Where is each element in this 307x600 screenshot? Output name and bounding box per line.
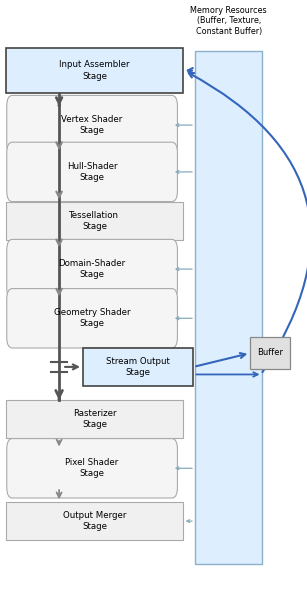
Text: Vertex Shader
Stage: Vertex Shader Stage xyxy=(61,115,123,135)
FancyBboxPatch shape xyxy=(7,142,177,202)
Text: Buffer: Buffer xyxy=(257,348,283,357)
Text: Hull-Shader
Stage: Hull-Shader Stage xyxy=(67,162,117,182)
FancyBboxPatch shape xyxy=(195,51,262,564)
Text: Geometry Shader
Stage: Geometry Shader Stage xyxy=(54,308,130,328)
FancyBboxPatch shape xyxy=(6,400,183,438)
Text: Tessellation
Stage: Tessellation Stage xyxy=(69,211,119,231)
FancyArrowPatch shape xyxy=(189,73,307,372)
Text: Output Merger
Stage: Output Merger Stage xyxy=(63,511,126,531)
Text: Pixel Shader
Stage: Pixel Shader Stage xyxy=(65,458,119,478)
Text: Input Assembler
Stage: Input Assembler Stage xyxy=(59,61,130,80)
FancyBboxPatch shape xyxy=(6,502,183,540)
FancyBboxPatch shape xyxy=(6,202,183,240)
FancyBboxPatch shape xyxy=(7,439,177,498)
Text: Domain-Shader
Stage: Domain-Shader Stage xyxy=(59,259,126,279)
FancyBboxPatch shape xyxy=(250,337,290,369)
FancyBboxPatch shape xyxy=(7,289,177,348)
FancyBboxPatch shape xyxy=(7,239,177,299)
FancyBboxPatch shape xyxy=(6,48,183,93)
Text: Rasterizer
Stage: Rasterizer Stage xyxy=(73,409,116,429)
Text: Memory Resources
(Buffer, Texture,
Constant Buffer): Memory Resources (Buffer, Texture, Const… xyxy=(190,6,267,36)
Text: Stream Output
Stage: Stream Output Stage xyxy=(106,357,170,377)
FancyBboxPatch shape xyxy=(83,348,193,386)
FancyBboxPatch shape xyxy=(7,95,177,155)
